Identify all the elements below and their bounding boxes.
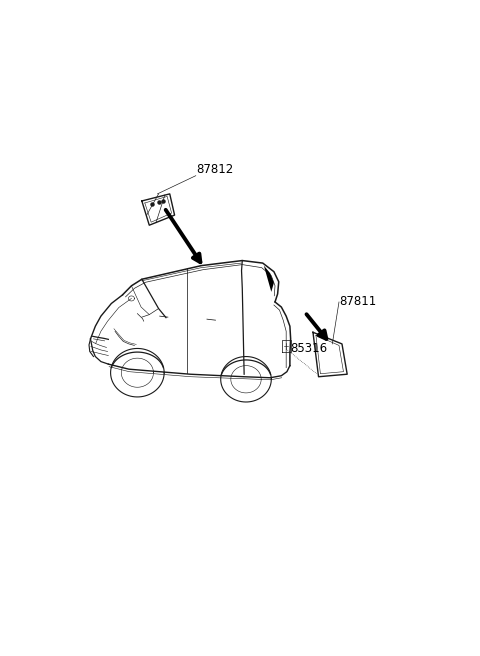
Text: 87812: 87812 [196,163,233,176]
Text: 87811: 87811 [339,295,376,308]
Text: 85316: 85316 [290,342,328,356]
Polygon shape [264,266,274,292]
